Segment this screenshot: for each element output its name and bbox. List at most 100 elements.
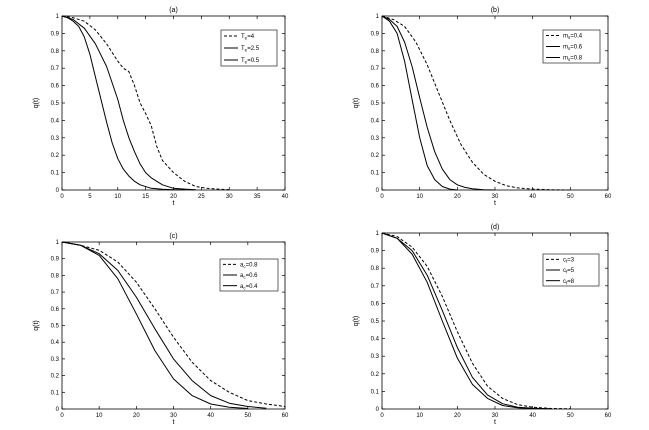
x-tick-label: 50 — [567, 194, 574, 200]
y-tick-label: 0.3 — [51, 357, 60, 363]
y-tick-label: 0.3 — [371, 354, 380, 360]
x-tick-label: 0 — [60, 194, 64, 200]
y-tick-label: 0.1 — [51, 390, 60, 396]
chart-panel: 0 10 20 30 40 50 60 0 0.1 0.2 0.3 0.4 0.5 0.6 0.7 0.8 0.… — [353, 224, 612, 426]
x-tick-label: 25 — [198, 194, 205, 200]
series-line-3 — [61, 15, 185, 191]
chart-panel: 0 5 10 15 20 25 30 35 40 0 0.1 0.2 0.3 0.4 0.5 0.6 0.7 0.… — [33, 7, 289, 207]
y-tick-label: 0.3 — [371, 136, 380, 142]
x-axis-label: t — [494, 419, 496, 426]
x-tick-label: 20 — [170, 194, 177, 200]
x-axis-label: t — [494, 200, 496, 207]
y-tick-label: 0 — [56, 407, 60, 413]
x-tick-label: 0 — [380, 413, 384, 419]
x-tick-label: 40 — [529, 413, 536, 419]
y-tick-label: 1 — [376, 14, 380, 20]
y-tick-label: 0.7 — [51, 290, 60, 296]
y-tick-label: 0 — [376, 407, 380, 413]
legend-entry-2: Te=2.5 — [241, 46, 260, 53]
y-tick-label: 0.3 — [51, 136, 60, 142]
legend-entry-3: ms=0.8 — [563, 56, 583, 63]
series-line-2 — [381, 232, 552, 410]
y-tick-label: 1 — [376, 231, 380, 237]
y-tick-label: 0 — [376, 188, 380, 194]
y-tick-label: 1 — [56, 14, 60, 20]
y-tick-label: 0.8 — [371, 49, 380, 55]
x-tick-label: 30 — [226, 194, 233, 200]
y-tick-label: 0.2 — [371, 153, 380, 159]
x-tick-label: 15 — [142, 194, 149, 200]
y-tick-label: 0 — [56, 188, 60, 194]
y-tick-label: 0.5 — [371, 319, 380, 325]
y-tick-label: 0.8 — [51, 273, 60, 279]
legend-entry-3: cf=8 — [563, 279, 575, 286]
x-tick-label: 60 — [605, 194, 612, 200]
legend-entry-3: ac=0.4 — [240, 284, 258, 291]
chart-title: (a) — [169, 7, 178, 14]
y-tick-label: 1 — [56, 240, 60, 246]
legend-entry-2: ac=0.6 — [240, 273, 258, 280]
y-tick-label: 0.9 — [51, 257, 60, 263]
y-tick-label: 0.5 — [51, 324, 60, 330]
chart-title: (d) — [491, 224, 500, 231]
y-tick-label: 0.7 — [51, 66, 60, 72]
y-tick-label: 0.6 — [51, 84, 60, 90]
series-line-3 — [381, 232, 533, 410]
x-tick-label: 35 — [254, 194, 261, 200]
x-tick-label: 10 — [96, 413, 103, 419]
y-tick-label: 0.5 — [51, 101, 60, 107]
y-tick-label: 0.8 — [51, 49, 60, 55]
y-tick-label: 0.6 — [371, 84, 380, 90]
chart-title: (c) — [169, 233, 177, 240]
series-line-2 — [381, 15, 496, 191]
y-tick-label: 0.6 — [371, 301, 380, 307]
legend-entry-2: ms=0.6 — [563, 45, 583, 52]
legend-entry-3: Te=0.5 — [241, 58, 260, 64]
y-tick-label: 0.9 — [371, 249, 380, 255]
series-line-3 — [61, 241, 248, 409]
y-axis-label: q(t) — [33, 98, 40, 109]
x-tick-label: 40 — [207, 413, 214, 419]
series-line-2 — [61, 15, 196, 191]
y-tick-label: 0.9 — [51, 31, 60, 37]
x-tick-label: 10 — [114, 194, 121, 200]
legend: cf=3 cf=5 cf=8 — [542, 253, 600, 287]
series-line-3 — [381, 15, 458, 191]
x-tick-label: 50 — [244, 413, 251, 419]
y-tick-label: 0.6 — [51, 307, 60, 313]
x-tick-label: 30 — [170, 413, 177, 419]
chart-panel: 0 10 20 30 40 50 60 0 0.1 0.2 0.3 0.4 0.5 0.6 0.7 0.8 0.… — [353, 7, 612, 207]
x-tick-label: 5 — [88, 194, 92, 200]
y-tick-label: 0.2 — [51, 374, 60, 380]
y-axis-label: q(t) — [33, 320, 40, 331]
chart-panel: 0 10 20 30 40 50 60 0 0.1 0.2 0.3 0.4 0.5 0.6 0.7 0.8 0.… — [33, 233, 289, 426]
legend-entry-2: cf=5 — [563, 268, 575, 275]
x-axis-label: t — [173, 200, 175, 207]
y-tick-label: 0.1 — [371, 389, 380, 395]
x-tick-label: 0 — [380, 194, 384, 200]
y-tick-label: 0.4 — [371, 337, 380, 343]
x-tick-label: 10 — [416, 194, 423, 200]
y-tick-label: 0.2 — [51, 153, 60, 159]
legend: Te=4 Te=2.5 Te=0.5 — [220, 29, 278, 67]
legend: ac=0.8 ac=0.6 ac=0.4 — [219, 258, 279, 292]
legend-entry-1: cf=3 — [563, 258, 575, 265]
x-tick-label: 60 — [605, 413, 612, 419]
x-tick-label: 60 — [282, 413, 289, 419]
y-tick-label: 0.1 — [371, 171, 380, 177]
y-tick-label: 0.7 — [371, 284, 380, 290]
y-tick-label: 0.9 — [371, 31, 380, 37]
y-tick-label: 0.5 — [371, 101, 380, 107]
x-tick-label: 40 — [529, 194, 536, 200]
legend: ms=0.4 ms=0.6 ms=0.8 — [542, 29, 601, 64]
y-tick-label: 0.1 — [51, 171, 60, 177]
series-line-1 — [381, 15, 571, 191]
series-line-1 — [381, 232, 571, 410]
legend-entry-1: Te=4 — [241, 34, 255, 41]
legend-entry-1: ms=0.4 — [563, 34, 583, 41]
x-tick-label: 0 — [60, 413, 64, 419]
y-tick-label: 0.4 — [51, 340, 60, 346]
chart-title: (b) — [491, 7, 500, 14]
x-tick-label: 10 — [416, 413, 423, 419]
